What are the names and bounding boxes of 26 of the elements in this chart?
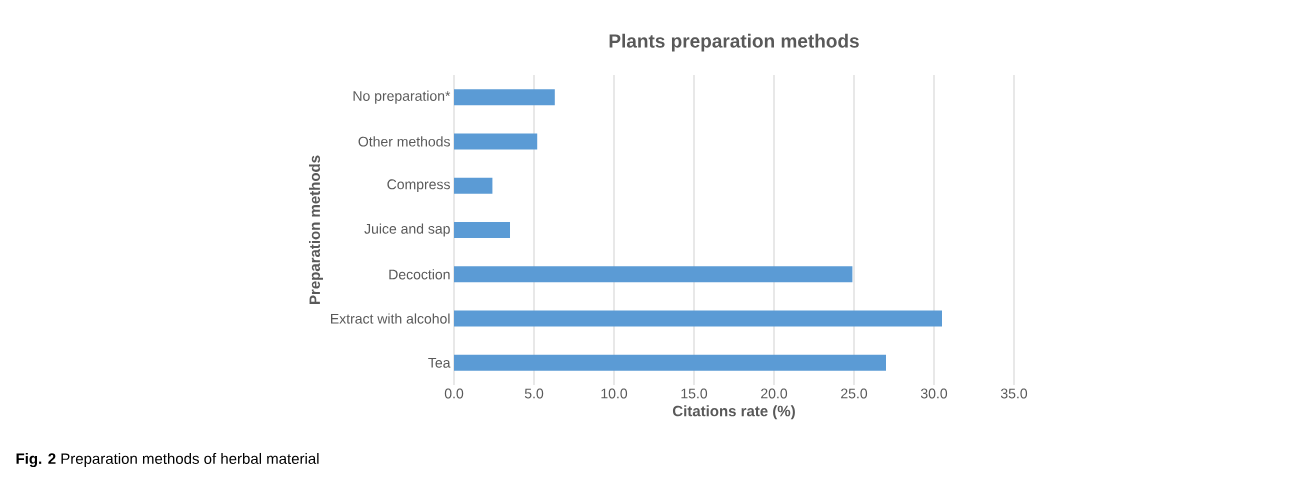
x-tick-label: 5.0 [524, 388, 544, 399]
bar [454, 310, 942, 327]
y-tick-label: Juice and sap [364, 223, 450, 237]
chart-title: Plants preparation methods [609, 33, 859, 52]
x-axis-title: Citations rate (%) [672, 405, 795, 420]
x-tick-label: 15.0 [681, 388, 708, 399]
y-tick-label: Other methods [358, 136, 450, 147]
y-tick-label: Tea [428, 357, 451, 368]
y-tick-label: Decoction [389, 269, 450, 280]
bar [454, 89, 555, 106]
y-axis-title: Preparation methods [309, 155, 323, 304]
x-tick-label: 20.0 [761, 388, 788, 399]
y-tick-label: Extract with alcohol [331, 313, 450, 324]
x-tick-label: 30.0 [920, 388, 948, 399]
bar [454, 133, 538, 150]
y-tick-label: No preparation* [353, 90, 451, 104]
x-tick-label: 25.0 [841, 388, 868, 399]
bar [454, 177, 493, 194]
bar [454, 266, 853, 283]
text: Fig. 2 Preparation methods of herbal material [16, 452, 319, 468]
bar [454, 354, 886, 371]
x-tick-label: 10.0 [601, 388, 628, 399]
x-tick-label: 35.0 [1000, 388, 1028, 399]
y-tick-label: Compress [387, 179, 450, 193]
bar [454, 221, 511, 238]
x-tick-label: 0.0 [444, 388, 464, 399]
